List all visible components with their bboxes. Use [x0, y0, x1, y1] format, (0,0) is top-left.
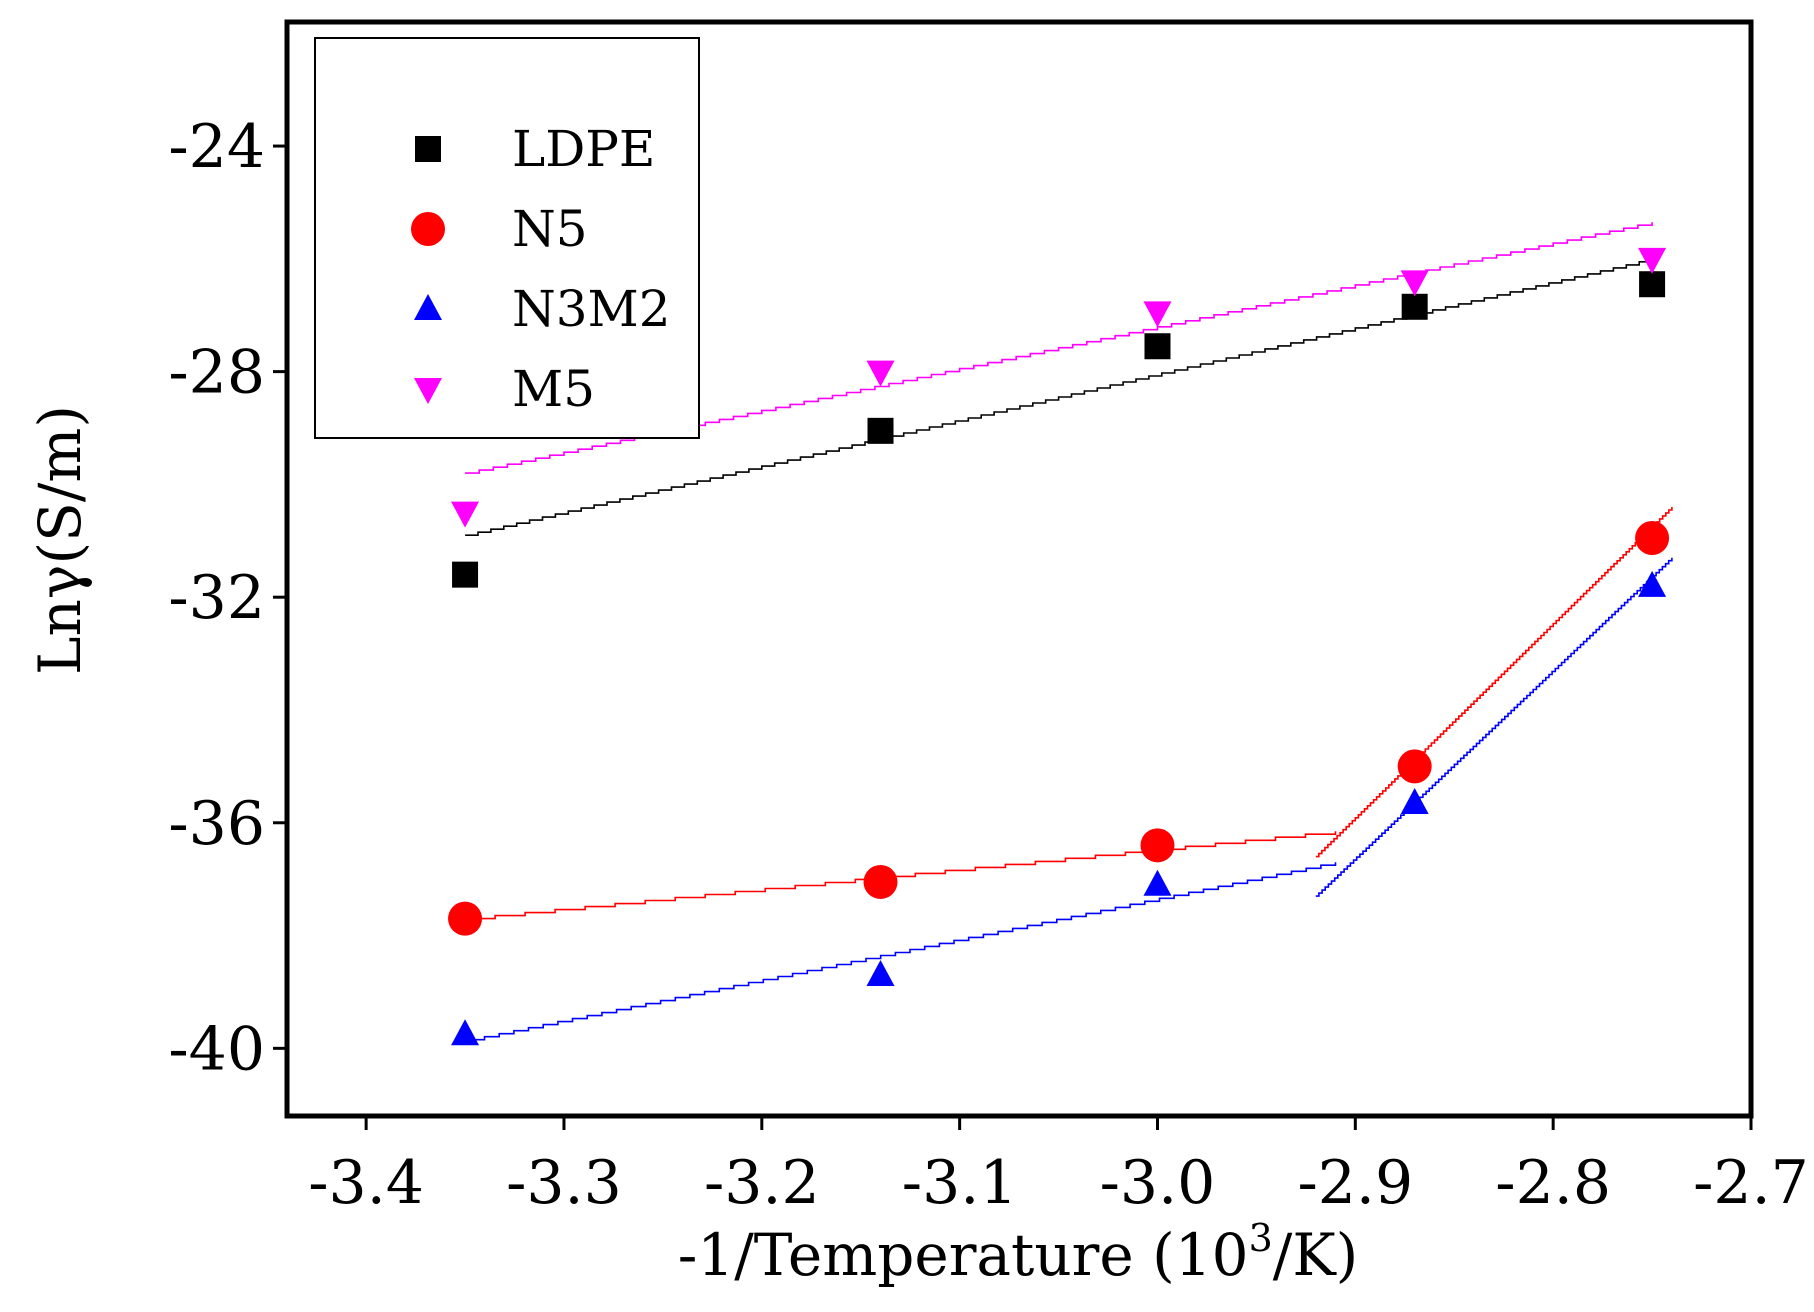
- data-point-ldpe: [1401, 293, 1428, 320]
- legend-items: LDPE N5 N3M2 M5: [411, 120, 671, 418]
- legend-label-m5: M5: [512, 360, 595, 418]
- y-axis-title: Lnγ(S/m): [26, 405, 94, 675]
- data-point-m5: [1638, 247, 1667, 274]
- y-tick-label: -36: [168, 789, 265, 859]
- fit-line-n5: [1315, 507, 1673, 858]
- fit-line-n3m2: [455, 862, 1337, 1044]
- data-point-n3m2: [451, 1019, 480, 1046]
- data-point-n5: [863, 864, 898, 899]
- legend-marker-ldpe: [415, 136, 441, 162]
- data-point-n3m2: [1400, 788, 1429, 815]
- x-tick-label: -2.8: [1495, 1148, 1611, 1218]
- x-tick-label: -2.7: [1693, 1148, 1809, 1218]
- x-tick-label: -2.9: [1297, 1148, 1413, 1218]
- data-point-m5: [1143, 301, 1172, 328]
- data-point-ldpe: [452, 561, 479, 588]
- y-axis: -24 -28 -32 -36 -40: [168, 112, 287, 1084]
- data-point-m5: [866, 360, 895, 387]
- x-axis: -3.4 -3.3 -3.2 -3.1 -3.0 -2.9 -2.8 -2.7: [308, 1116, 1809, 1218]
- data-point-n5: [1635, 520, 1670, 555]
- x-tick-label: -3.1: [902, 1148, 1018, 1218]
- y-tick-label: -32: [168, 563, 265, 633]
- data-point-m5: [451, 501, 480, 528]
- x-axis-title: -1/Temperature (103/K): [678, 1216, 1359, 1289]
- legend-marker-m5: [414, 378, 442, 404]
- data-point-n5: [1140, 828, 1175, 863]
- data-point-ldpe: [867, 417, 894, 444]
- legend: LDPE N5 N3M2 M5: [314, 37, 700, 439]
- plot-frame: [284, 19, 1754, 1119]
- data-point-ldpe: [1144, 333, 1171, 360]
- data-point-n5: [448, 901, 483, 936]
- fit-line-ldpe: [465, 258, 1653, 536]
- data-point-ldpe: [1639, 271, 1666, 298]
- y-tick-label: -40: [168, 1014, 265, 1084]
- x-tick-label: -3.3: [506, 1148, 622, 1218]
- fit-line-n5: [465, 831, 1337, 920]
- legend-label-n5: N5: [512, 200, 588, 258]
- data-point-n5: [1397, 749, 1432, 784]
- data-point-m5: [1400, 270, 1429, 297]
- legend-marker-n5: [411, 212, 445, 246]
- y-tick-label: -24: [168, 112, 265, 182]
- legend-marker-n3m2: [414, 294, 442, 320]
- y-tick-label: -28: [168, 338, 265, 408]
- legend-label-ldpe: LDPE: [512, 120, 655, 178]
- x-tick-label: -3.4: [308, 1148, 424, 1218]
- data-point-n3m2: [1143, 869, 1172, 896]
- x-tick-label: -3.2: [704, 1148, 820, 1218]
- legend-label-n3m2: N3M2: [512, 280, 671, 338]
- x-tick-label: -3.0: [1100, 1148, 1216, 1218]
- fit-line-n3m2: [1315, 557, 1673, 897]
- data-point-n3m2: [866, 960, 895, 987]
- data-markers: [448, 247, 1670, 1046]
- legend-box: [314, 37, 700, 439]
- data-point-n3m2: [1638, 570, 1667, 597]
